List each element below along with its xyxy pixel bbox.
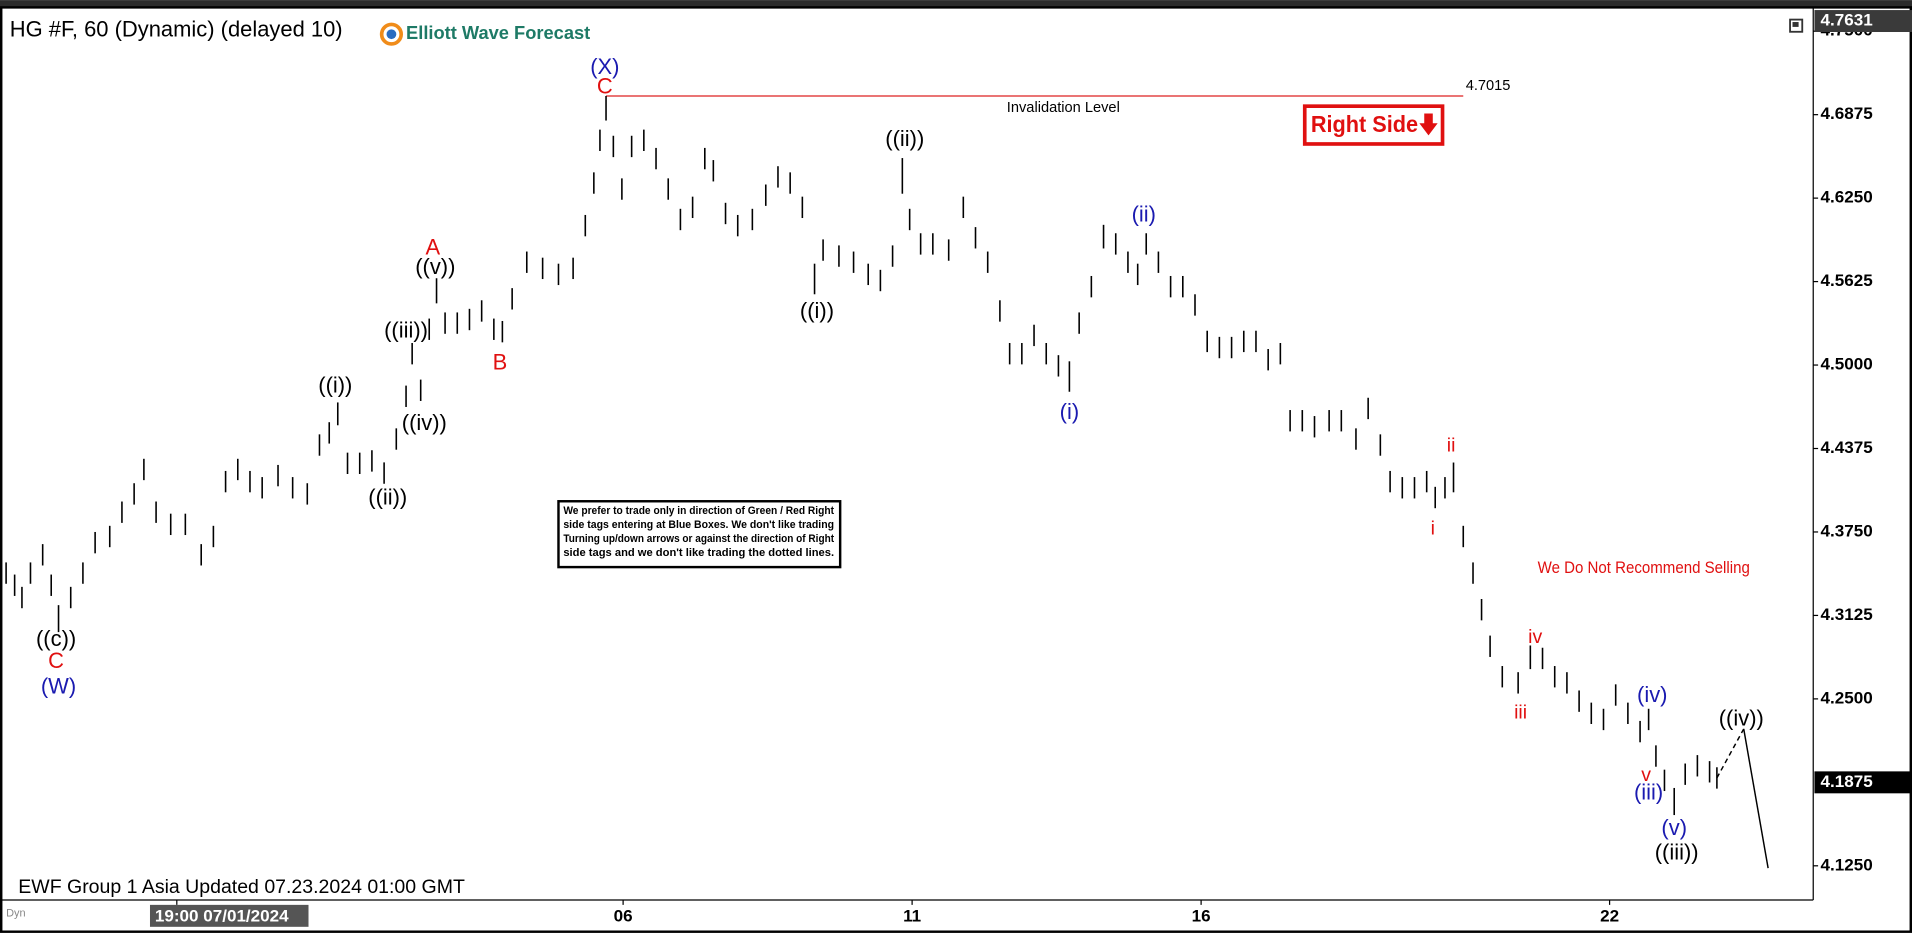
wave-label: (X) — [590, 54, 619, 79]
wave-label: B — [493, 349, 508, 374]
wave-label: ((iii)) — [1655, 839, 1699, 864]
x-tick-label: 22 — [1600, 907, 1619, 926]
logo-icon-core — [386, 29, 397, 40]
projection-line — [1743, 728, 1769, 869]
wave-label: ii — [1447, 435, 1456, 457]
note-box — [557, 500, 842, 569]
wave-label: ((c)) — [36, 626, 76, 651]
down-arrow — [1419, 113, 1438, 136]
y-tick-label: 4.3750 — [1821, 521, 1873, 540]
x-tick-label: 16 — [1192, 907, 1211, 926]
wave-label: ((ii)) — [885, 126, 924, 151]
corner-label: Dyn — [6, 907, 26, 919]
note-line: side tags entering at Blue Boxes. We don… — [563, 519, 834, 531]
y-tick-label: 4.5625 — [1821, 271, 1874, 290]
wave-label: (v) — [1661, 815, 1687, 840]
wave-label: (ii) — [1132, 202, 1156, 227]
wave-label: (iv) — [1637, 682, 1667, 707]
x-tick-label: 11 — [903, 907, 922, 926]
chart-title: HG #F, 60 (Dynamic) (delayed 10) — [10, 16, 343, 41]
window-icon — [1789, 18, 1804, 33]
wave-label: A — [426, 235, 441, 260]
top-price: 4.7631 — [1821, 11, 1874, 30]
window-icon-inner — [1792, 22, 1799, 27]
wave-label: v — [1641, 764, 1651, 786]
last-price-box — [1814, 771, 1912, 794]
top-bar — [0, 0, 1912, 8]
logo-icon — [379, 22, 404, 46]
y-tick-label: 4.1250 — [1821, 855, 1873, 874]
frame — [0, 6, 1912, 933]
wave-label: iv — [1528, 626, 1542, 648]
y-tick-label: 4.3125 — [1821, 605, 1874, 624]
x-tick-label: 06 — [614, 907, 633, 926]
wave-label: (iii) — [1634, 780, 1663, 805]
x-tick-highlight — [149, 904, 309, 927]
y-tick-label: 4.6250 — [1821, 188, 1873, 207]
logo: Elliott Wave Forecast — [379, 22, 590, 46]
wave-label: iii — [1514, 702, 1527, 724]
note-line: We prefer to trade only in direction of … — [563, 505, 834, 517]
note-line: side tags and we don't like trading the … — [563, 547, 834, 559]
logo-text: Elliott Wave Forecast — [406, 22, 590, 43]
invalidation-value: 4.7015 — [1466, 78, 1511, 94]
right-side-box — [1302, 104, 1445, 146]
invalidation-label: Invalidation Level — [1007, 100, 1120, 116]
y-tick-label: 4.6875 — [1821, 104, 1874, 123]
right-side-text: Right Side — [1311, 111, 1418, 137]
wave-label: C — [597, 74, 613, 99]
warning-text: We Do Not Recommend Selling — [1538, 558, 1750, 577]
wave-label: ((iii)) — [384, 318, 428, 343]
wave-label: (i) — [1060, 399, 1080, 424]
note-line: Turning up/down arrows or against the di… — [563, 533, 834, 545]
projection-line — [1716, 728, 1745, 779]
y-tick-label: 4.2500 — [1821, 688, 1873, 707]
wave-label: ((i)) — [800, 298, 834, 323]
right-side-tag: Right Side — [1302, 104, 1445, 146]
y-tick-label: 4.4375 — [1821, 438, 1874, 457]
top-price-box — [1814, 10, 1912, 33]
wave-label: ((ii)) — [368, 485, 407, 510]
wave-label: i — [1431, 517, 1435, 539]
last-price: 4.1875 — [1821, 772, 1874, 791]
wave-label: C — [48, 648, 64, 673]
x-tick-label: 19:00 07/01/2024 — [155, 907, 289, 926]
footer: EWF Group 1 Asia Updated 07.23.2024 01:0… — [18, 876, 465, 898]
wave-label: ((i)) — [318, 372, 352, 397]
wave-label: ((v)) — [415, 254, 455, 279]
wave-label: ((iv)) — [1719, 705, 1764, 730]
wave-label: ((iv)) — [402, 410, 447, 435]
y-tick-label: 4.5000 — [1821, 355, 1873, 374]
wave-label: (W) — [41, 674, 76, 699]
